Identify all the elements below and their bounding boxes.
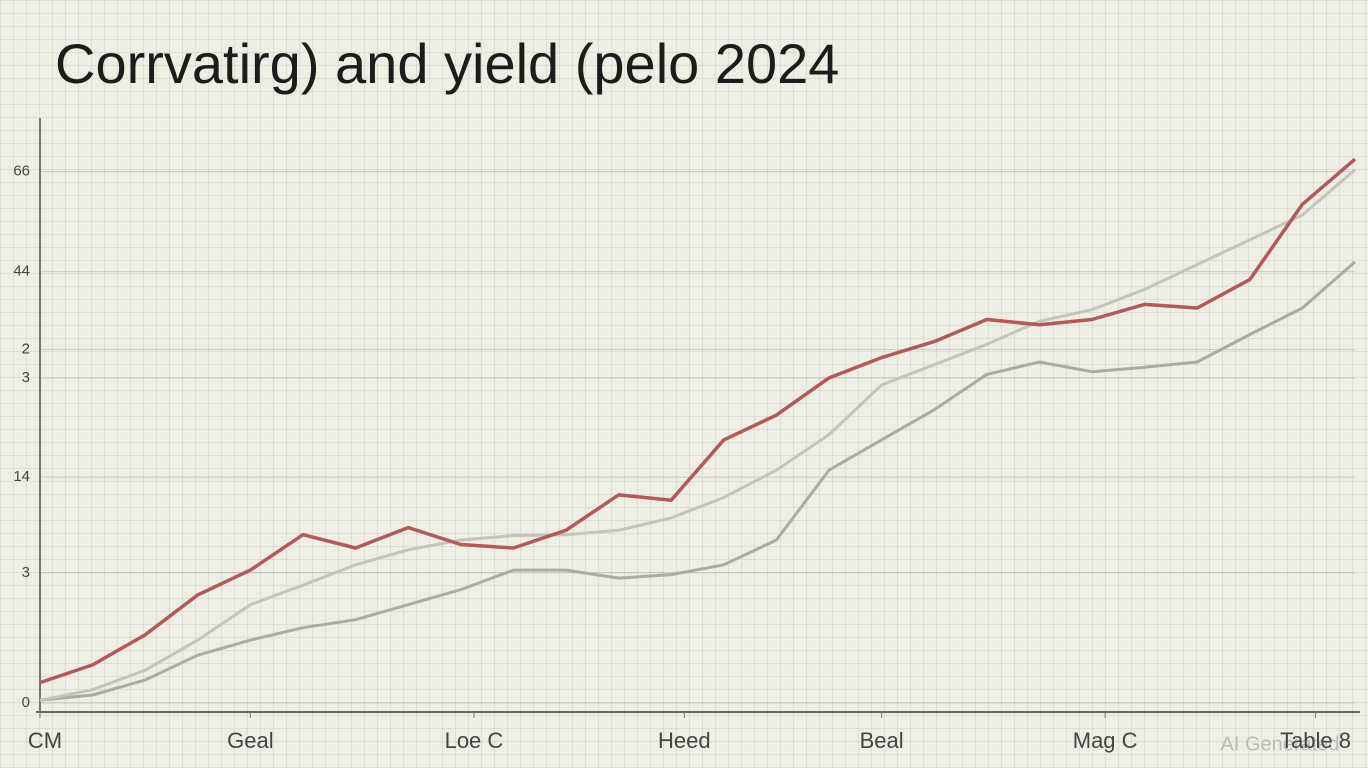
data-line [39, 168, 1356, 702]
y-tick-label: 14 [13, 468, 30, 485]
y-tick-label: 66 [13, 163, 30, 180]
x-tick-label: Heed [658, 728, 711, 753]
chart-title: Corrvatirg) and yield (pelo 2024 [55, 32, 839, 95]
y-tick-label: 2 [22, 341, 30, 358]
x-tick-label: Loe C [445, 728, 504, 753]
y-tick-label: 44 [13, 263, 30, 280]
x-tick-label: Beal [860, 728, 904, 753]
x-tick-label: Geal [227, 728, 273, 753]
y-tick-label: 3 [22, 369, 30, 386]
x-tick-label: CM [28, 728, 62, 753]
y-tick-label: 3 [22, 564, 30, 581]
x-tick-label: Table 8 [1280, 728, 1351, 753]
watermark: AI Generated [1221, 733, 1340, 755]
x-tick-label: Mag C [1073, 728, 1138, 753]
y-tick-label: 0 [22, 694, 30, 711]
data-line [39, 157, 1357, 685]
data-line [39, 260, 1356, 702]
